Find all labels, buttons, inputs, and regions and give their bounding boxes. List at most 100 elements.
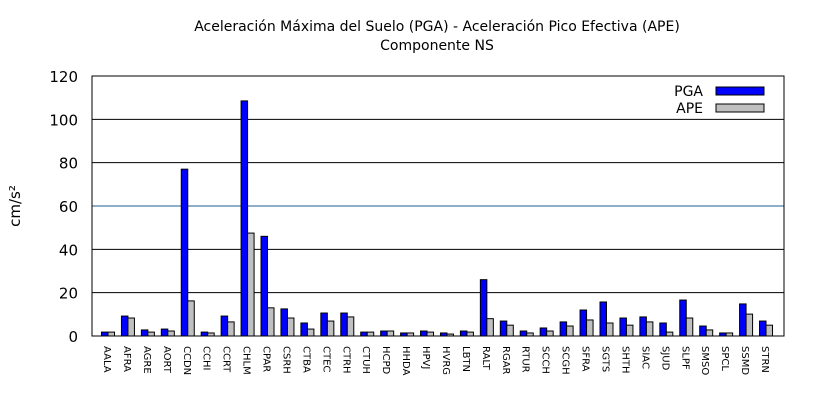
x-tick-label: CTBA: [300, 346, 311, 373]
bar-pga-sfra: [579, 309, 588, 337]
x-tick-label: AALA: [101, 346, 112, 373]
x-tick-label: SIAC: [639, 346, 650, 369]
x-tick-label: RALT: [480, 346, 491, 371]
legend-label-ape: APE: [676, 101, 703, 117]
bar-pga-shth: [619, 317, 627, 337]
bar-pga-smso: [699, 325, 707, 337]
bar-pga-afra: [120, 315, 129, 337]
x-tick-label: HPVJ: [420, 346, 431, 369]
x-tick-label: SCGH: [560, 346, 571, 375]
bar-ape-lbtn: [466, 331, 474, 337]
bar-ape-ccrt: [227, 321, 235, 337]
x-tick-label: HHDA: [400, 346, 411, 376]
x-tick-label: SFRA: [580, 346, 591, 372]
bar-pga-ralt: [479, 279, 488, 337]
chart-title: Aceleración Máxima del Suelo (PGA) - Ace…: [194, 19, 680, 35]
bar-ape-sfra: [586, 319, 594, 337]
y-tick-label: 60: [59, 198, 78, 216]
bar-ape-ctrh: [346, 316, 355, 337]
bar-pga-lbtn: [459, 330, 468, 337]
x-tick-label: AGRE: [141, 346, 152, 374]
x-tick-label: CSRH: [280, 346, 291, 374]
bar-pga-scch: [539, 327, 548, 337]
x-tick-label: SCCH: [540, 346, 551, 374]
x-tick-label: CCHI: [201, 346, 212, 370]
x-tick-label: SLPF: [679, 346, 690, 370]
bar-pga-sgts: [599, 301, 607, 337]
bar-pga-strn: [759, 320, 767, 337]
y-tick-label: 40: [59, 241, 78, 259]
bar-pga-slpf: [679, 299, 687, 337]
bar-pga-ccdn: [180, 168, 189, 337]
chart-subtitle: Componente NS: [380, 38, 494, 54]
bar-pga-ctec: [320, 312, 328, 337]
bar-ape-ctba: [306, 328, 315, 337]
x-tick-label: SHTH: [619, 346, 630, 374]
bar-pga-rgar: [499, 320, 508, 337]
bar-pga-siac: [639, 316, 647, 337]
y-tick-label: 0: [68, 328, 78, 346]
bar-ape-cpar: [267, 307, 275, 337]
x-tick-label: SMSO: [699, 346, 710, 375]
bar-pga-cchi: [200, 331, 209, 337]
bar-ape-hpvj: [426, 331, 435, 337]
bar-pga-rtur: [519, 330, 528, 337]
bar-ape-sgts: [606, 322, 614, 337]
bar-ape-aort: [167, 330, 175, 337]
bar-ape-ssmd: [745, 313, 754, 337]
x-tick-label: SSMD: [739, 346, 750, 375]
bar-ape-siac: [645, 321, 654, 337]
plot-frame: [91, 75, 785, 337]
x-tick-label: CCRT: [221, 346, 232, 373]
bar-pga-ssmd: [739, 303, 747, 337]
bar-ape-ctec: [326, 320, 335, 337]
legend-swatch-ape: [715, 103, 765, 113]
bar-ape-ralt: [486, 318, 494, 337]
x-tick-label: CPAR: [261, 346, 272, 372]
y-tick-label: 80: [59, 155, 78, 173]
bar-ape-scch: [546, 330, 554, 337]
legend-label-pga: PGA: [674, 84, 703, 100]
y-axis-label: cm/s²: [6, 185, 24, 227]
x-tick-label: SPCL: [719, 346, 730, 371]
x-tick-label: STRN: [759, 346, 770, 373]
bar-ape-csrh: [286, 317, 295, 337]
bar-pga-ctuh: [360, 331, 368, 337]
x-tick-label: LBTN: [460, 346, 471, 372]
x-tick-label: CTEC: [320, 346, 331, 372]
x-tick-label: HVRG: [440, 346, 451, 375]
y-tick-label: 120: [49, 68, 78, 86]
bar-pga-aala: [101, 331, 109, 337]
bar-pga-ctrh: [340, 312, 348, 337]
bar-pga-hcpd: [380, 330, 388, 337]
x-tick-label: SGTS: [600, 346, 611, 372]
bar-pga-chlm: [240, 100, 249, 337]
x-tick-label: CTUH: [360, 346, 371, 374]
y-tick-label: 20: [59, 285, 78, 303]
bar-ape-agre: [147, 331, 155, 337]
x-tick-label: CTRH: [340, 346, 351, 374]
bar-pga-csrh: [280, 308, 288, 337]
bar-ape-sjud: [665, 331, 674, 337]
bar-ape-ccdn: [187, 300, 195, 337]
bar-pga-ccrt: [220, 315, 229, 337]
bar-ape-slpf: [685, 317, 694, 337]
x-tick-label: AFRA: [121, 346, 132, 372]
bar-pga-scgh: [559, 321, 568, 337]
bar-ape-chlm: [247, 232, 255, 337]
bar-pga-ctba: [300, 322, 308, 337]
x-tick-label: RGAR: [500, 346, 511, 375]
bar-ape-scgh: [566, 325, 574, 337]
bar-pga-sjud: [659, 322, 667, 337]
x-tick-label: AORT: [161, 346, 172, 374]
bar-ape-hcpd: [386, 330, 395, 337]
legend-swatch-pga: [715, 86, 765, 96]
bar-ape-afra: [127, 317, 135, 337]
x-tick-label: CHLM: [241, 346, 252, 375]
bar-ape-rgar: [506, 324, 514, 337]
bar-ape-shth: [625, 324, 634, 337]
bar-pga-aort: [160, 328, 169, 337]
y-tick-label: 100: [49, 111, 78, 129]
